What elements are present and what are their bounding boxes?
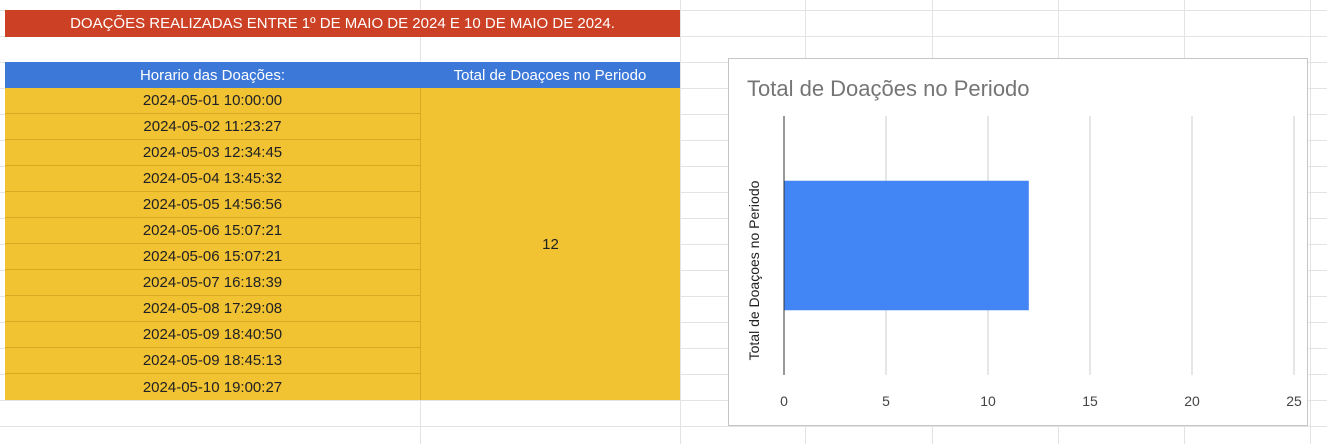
table-row[interactable]: 2024-05-04 13:45:32 <box>5 166 420 192</box>
title-banner-cell[interactable]: DOAÇÕES REALIZADAS ENTRE 1º DE MAIO DE 2… <box>5 10 680 37</box>
table-row[interactable]: 2024-05-06 15:07:21 <box>5 244 420 270</box>
table-row[interactable]: 2024-05-03 12:34:45 <box>5 140 420 166</box>
y-axis-label: Total de Doaçoes no Periodo <box>746 180 762 360</box>
x-tick-label: 5 <box>882 393 890 409</box>
header-cell-horario[interactable]: Horario das Doações: <box>139 66 286 84</box>
x-tick-label: 0 <box>780 393 788 409</box>
x-tick-label: 15 <box>1082 393 1098 409</box>
table-row[interactable]: 2024-05-01 10:00:00 <box>5 88 420 114</box>
x-tick-label: 25 <box>1286 393 1302 409</box>
table-body: 2024-05-01 10:00:00 2024-05-02 11:23:27 20… <box>5 88 680 400</box>
chart-title: Total de Doações no Periodo <box>747 76 1030 101</box>
bar <box>784 180 1029 311</box>
grid-row-line <box>0 426 1327 427</box>
table-row[interactable]: 2024-05-09 18:40:50 <box>5 322 420 348</box>
title-banner-text: DOAÇÕES REALIZADAS ENTRE 1º DE MAIO DE 2… <box>70 15 615 32</box>
x-tick-label: 20 <box>1184 393 1200 409</box>
grid-column-line <box>680 0 681 444</box>
total-merged-cell[interactable]: 12 <box>420 88 680 400</box>
table-row[interactable]: 2024-05-08 17:29:08 <box>5 296 420 322</box>
horario-column: 2024-05-01 10:00:00 2024-05-02 11:23:27 20… <box>5 88 420 400</box>
table-row[interactable]: 2024-05-02 11:23:27 <box>5 114 420 140</box>
bar-chart[interactable]: Total de Doações no Periodo 0 5 10 15 20 25 To… <box>728 58 1308 426</box>
table-row[interactable]: 2024-05-07 16:18:39 <box>5 270 420 296</box>
table-header-row: Horario das Doações: Total de Doaçoes no… <box>5 62 680 88</box>
table-row[interactable]: 2024-05-09 18:45:13 <box>5 348 420 374</box>
total-value: 12 <box>542 235 559 253</box>
x-tick-label: 10 <box>980 393 996 409</box>
header-cell-total[interactable]: Total de Doaçoes no Periodo <box>453 66 647 84</box>
table-row[interactable]: 2024-05-06 15:07:21 <box>5 218 420 244</box>
donations-table: Horario das Doações: Total de Doaçoes no… <box>5 62 680 400</box>
grid-row-line <box>0 400 1327 401</box>
chart-plot: 0 5 10 15 20 25 Total de Doaçoes no Periodo <box>746 116 1302 409</box>
table-row[interactable]: 2024-05-05 14:56:56 <box>5 192 420 218</box>
grid-column-line <box>1310 0 1311 444</box>
table-row[interactable]: 2024-05-10 19:00:27 <box>142 378 283 396</box>
